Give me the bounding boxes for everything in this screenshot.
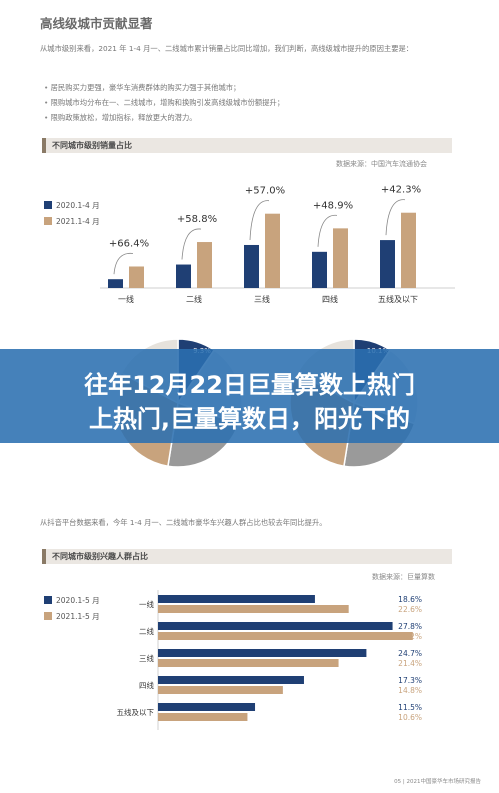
data-label-2020: 11.5% — [398, 703, 422, 712]
bar-2021 — [401, 212, 416, 288]
growth-arrow — [249, 200, 270, 240]
bar-2020 — [244, 244, 259, 288]
data-label-2020: 24.7% — [398, 649, 422, 658]
category-tick-label: 三线 — [139, 653, 154, 663]
growth-label: +66.4% — [109, 238, 149, 249]
category-tick-label: 五线及以下 — [117, 707, 155, 717]
data-label-2020: 27.8% — [398, 622, 422, 631]
legend-swatch-navy — [44, 596, 52, 604]
reason-item: 限购城市均分布在一、二线城市，增购和换购引发高线级城市份额提升； — [44, 95, 285, 110]
reasons-list: 居民购买力更强，豪华车消费群体的购买力强于其他城市； 限购城市均分布在一、二线城… — [44, 80, 285, 125]
section-header-sales-share: 不同城市级别销量占比 — [42, 138, 452, 153]
hbar-2020 — [158, 703, 256, 711]
hbar-2020 — [158, 649, 367, 657]
data-label-2020: 18.6% — [398, 595, 422, 604]
bar-2021 — [129, 266, 144, 288]
growth-label: +48.9% — [313, 200, 353, 211]
growth-arrow — [317, 214, 338, 247]
title-banner: 往年12月22日巨量算数上热门 上热门,巨量算数日，阳光下的 — [0, 349, 499, 443]
legend-1: 2020.1-4 月 2021.1-4 月 — [44, 197, 100, 229]
legend-label: 2020.1-5 月 — [56, 595, 100, 605]
legend-2: 2020.1-5 月 2021.1-5 月 — [44, 592, 100, 624]
page-title: 高线级城市贡献显著 — [40, 16, 153, 31]
bar-2020 — [312, 251, 327, 288]
hbar-2021 — [158, 659, 339, 667]
data-label-2021: 30.2% — [398, 632, 422, 641]
data-label-2021: 14.8% — [398, 686, 422, 695]
legend-swatch-navy — [44, 201, 52, 209]
source-note-1: 数据来源：中国汽车流通协会 — [336, 160, 427, 168]
hbar-2021 — [158, 713, 248, 721]
sales-share-bar-chart: 一线 +66.4% 二线 +58.8% 三线 +57.0% 四线 +48.9% 五线及以下 +42… — [100, 185, 455, 304]
reason-item: 限购政策放松，增加指标，释放更大的潜力。 — [44, 110, 284, 125]
growth-label: +58.8% — [177, 214, 217, 225]
bar-2021 — [265, 213, 280, 288]
data-label-2020: 17.3% — [398, 676, 422, 685]
growth-arrow — [113, 252, 134, 275]
hbar-2020 — [158, 676, 304, 684]
legend-label: 2021.1-4 月 — [56, 216, 100, 226]
category-tick-label: 四线 — [322, 294, 338, 304]
legend-label: 2020.1-4 月 — [56, 200, 100, 210]
bar-2020 — [108, 279, 123, 288]
mid-paragraph: 从抖音平台数据来看，今年 1-4 月一、二线城市豪华车兴趣人群占比也较去年同比提… — [40, 518, 327, 527]
bar-2020 — [176, 264, 191, 288]
hbar-2021 — [158, 605, 349, 613]
banner-title-line-2: 上热门,巨量算数日，阳光下的 — [88, 405, 411, 433]
category-tick-label: 三线 — [254, 294, 270, 304]
growth-arrow — [385, 199, 406, 236]
source-note-2: 数据来源：巨量算数 — [372, 573, 435, 581]
data-label-2021: 21.4% — [398, 659, 422, 668]
reason-item: 居民购买力更强，豪华车消费群体的购买力强于其他城市； — [44, 80, 284, 95]
page-footer: 05 | 2021中国豪华车市场研究报告 — [394, 779, 481, 785]
intro-paragraph: 从城市级别来看，2021 年 1-4 月一、二线城市累计销量占比同比增加，我们判… — [40, 44, 414, 53]
category-tick-label: 一线 — [118, 294, 134, 304]
category-tick-label: 四线 — [139, 680, 154, 690]
bar-2021 — [197, 242, 212, 288]
hbar-2021 — [158, 686, 283, 694]
interest-share-hbar-chart: 一线 18.6%22.6% 二线 27.8%30.2% 三线 24.7%21.4% 四线 17… — [117, 590, 422, 730]
legend-swatch-tan — [44, 217, 52, 225]
bar-2020 — [380, 240, 395, 288]
growth-label: +57.0% — [245, 186, 285, 197]
banner-title-line-1: 往年12月22日巨量算数上热门 — [84, 371, 415, 399]
category-tick-label: 五线及以下 — [378, 294, 418, 304]
legend-swatch-tan — [44, 612, 52, 620]
data-label-2021: 22.6% — [398, 605, 422, 614]
category-tick-label: 二线 — [139, 626, 154, 636]
bar-2021 — [333, 228, 348, 288]
category-tick-label: 二线 — [186, 294, 202, 304]
legend-label: 2021.1-5 月 — [56, 611, 100, 621]
hbar-2020 — [158, 622, 393, 630]
data-label-2021: 10.6% — [398, 713, 422, 722]
hbar-2021 — [158, 632, 413, 640]
growth-label: +42.3% — [381, 185, 421, 196]
category-tick-label: 一线 — [139, 599, 154, 609]
section-header-interest-share: 不同城市级别兴趣人群占比 — [42, 549, 452, 564]
hbar-2020 — [158, 595, 315, 603]
growth-arrow — [181, 228, 202, 260]
